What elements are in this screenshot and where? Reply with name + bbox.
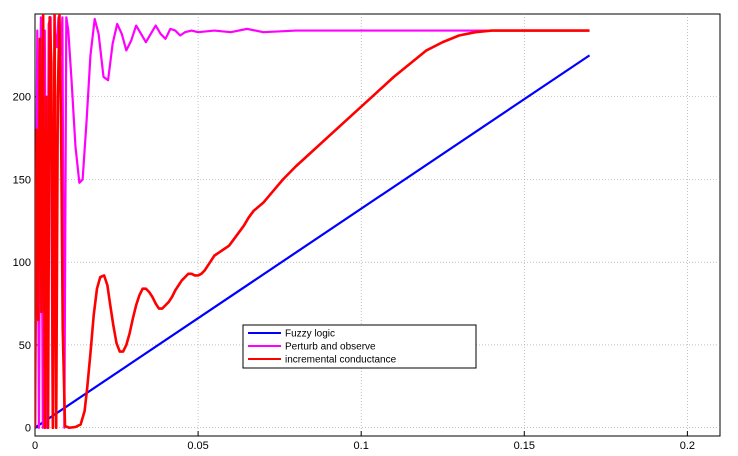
x-tick-label: 0.2 [680,440,695,452]
legend: Fuzzy logic Perturb and observe incrementa… [242,324,477,369]
x-tick-label: 0.15 [514,440,535,452]
plot-area [34,13,721,437]
y-tick-label: 0 [25,423,31,435]
x-tick-label: 0 [32,440,38,452]
series-line-fuzzy-logic [35,54,591,429]
series-group [35,14,591,430]
legend-label: incremental conductance [285,355,397,366]
legend-label: Fuzzy logic [285,329,335,340]
legend-box [242,324,477,369]
series-line-incremental-conductance [35,14,590,430]
axis-ticks: 0 0.05 0.1 0.15 0.2 0 50 100 150 200 [13,92,695,452]
x-tick-label: 0.05 [187,440,208,452]
y-tick-label: 150 [13,174,31,186]
y-tick-label: 100 [13,257,31,269]
y-tick-label: 200 [13,92,31,104]
y-tick-label: 50 [19,340,31,352]
legend-label: Perturb and observe [285,342,376,353]
x-tick-label: 0.1 [354,440,369,452]
